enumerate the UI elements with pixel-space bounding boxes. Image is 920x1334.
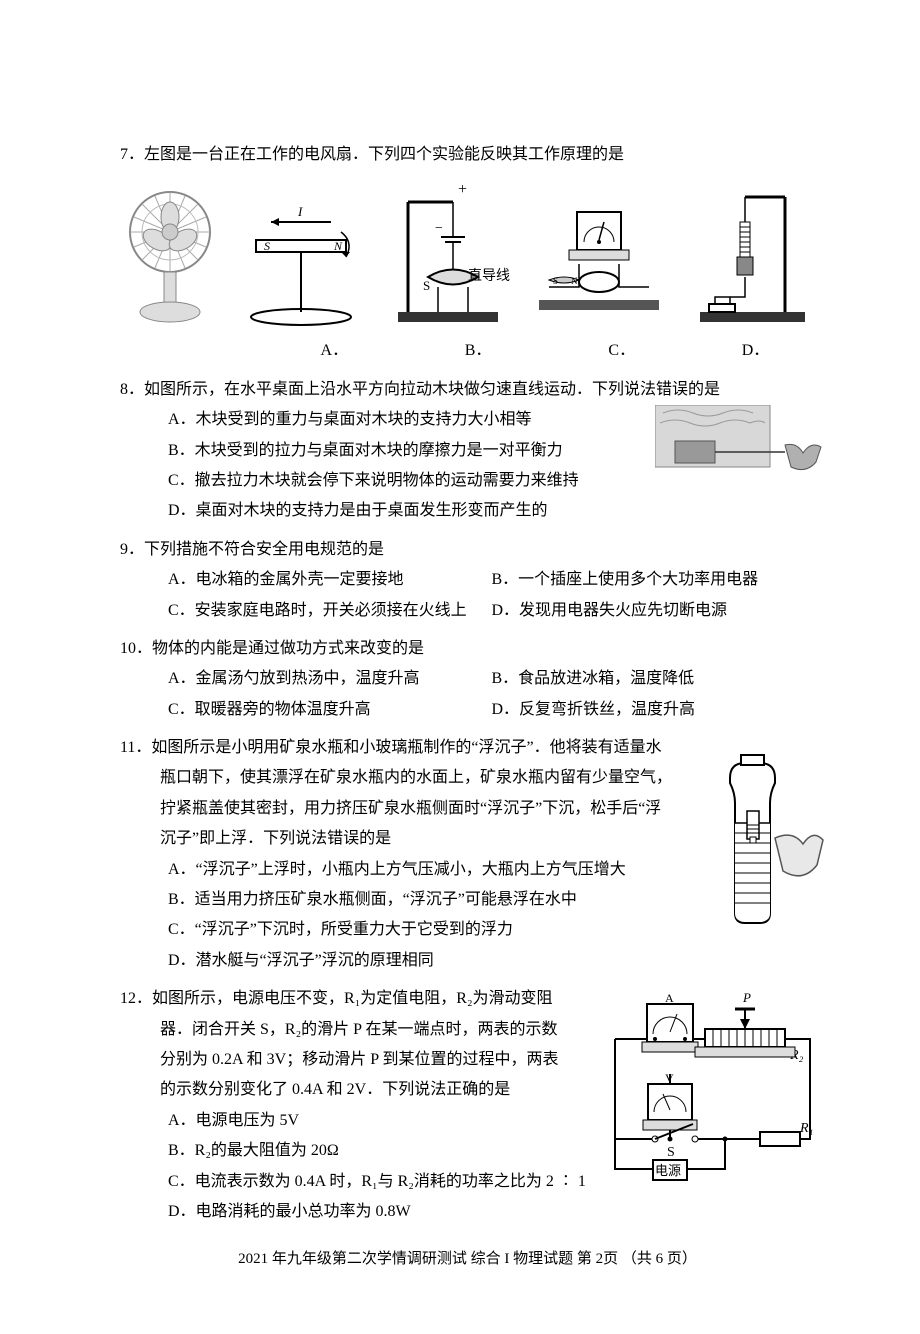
q7-stem: 7．左图是一台正在工作的电风扇．下列四个实验能反映其工作原理的是 xyxy=(120,140,815,170)
q11-stem1: 如图所示是小明用矿泉水瓶和小玻璃瓶制作的“浮沉子”．他将装有适量水 xyxy=(151,739,661,756)
voltmeter-label: V xyxy=(665,1071,674,1085)
q7-label-a: A． xyxy=(260,336,409,366)
q8-number: 8． xyxy=(120,381,144,398)
q9-opt-a: A．电冰箱的金属外壳一定要接地 xyxy=(168,565,492,595)
magnet-s: S xyxy=(423,278,430,293)
q12-number: 12． xyxy=(120,990,152,1007)
question-10: 10．物体的内能是通过做功方式来改变的是 A．金属汤勺放到热汤中，温度升高 B．… xyxy=(120,634,815,725)
q12-stem1: 如图所示，电源电压不变，R₁为定值电阻，R₂为滑动变阻 xyxy=(152,990,553,1007)
q11-figure xyxy=(705,753,825,944)
q9-options: A．电冰箱的金属外壳一定要接地 B．一个插座上使用多个大功率用电器 C．安装家庭… xyxy=(120,565,815,626)
experiment-a-icon: S N I xyxy=(236,202,366,332)
q10-number: 10． xyxy=(120,640,152,657)
q10-opt-b: B．食品放进冰箱，温度降低 xyxy=(492,664,816,694)
q7-option-b-figure: + − S 直导线 xyxy=(383,182,513,332)
q10-options: A．金属汤勺放到热汤中，温度升高 B．食品放进冰箱，温度降低 C．取暖器旁的物体… xyxy=(120,664,815,725)
label-i: I xyxy=(297,204,303,219)
experiment-b-icon: + − S 直导线 xyxy=(383,182,513,332)
q7-text: 左图是一台正在工作的电风扇．下列四个实验能反映其工作原理的是 xyxy=(144,146,624,163)
minus-label: − xyxy=(435,221,443,236)
q12-figure: A P R₂ V S R₁ 电源 xyxy=(595,984,825,1205)
c-s: S xyxy=(553,276,558,286)
experiment-d-icon xyxy=(685,182,815,332)
q7-option-labels: A． B． C． D． xyxy=(120,336,815,366)
question-11: 11．如图所示是小明用矿泉水瓶和小玻璃瓶制作的“浮沉子”．他将装有适量水 瓶口朝… xyxy=(120,733,815,976)
q9-opt-c: C．安装家庭电路时，开关必须接在火线上 xyxy=(168,596,492,626)
q10-opt-d: D．反复弯折铁丝，温度升高 xyxy=(492,695,816,725)
q7-option-a-figure: S N I xyxy=(236,202,366,332)
q7-number: 7． xyxy=(120,146,144,163)
question-12: A P R₂ V S R₁ 电源 xyxy=(120,984,815,1227)
q9-text: 下列措施不符合安全用电规范的是 xyxy=(144,541,384,558)
q8-figure xyxy=(655,405,825,506)
q8-stem: 8．如图所示，在水平桌面上沿水平方向拉动木块做匀速直线运动．下列说法错误的是 xyxy=(120,375,815,405)
q10-text: 物体的内能是通过做功方式来改变的是 xyxy=(152,640,424,657)
question-8: 8．如图所示，在水平桌面上沿水平方向拉动木块做匀速直线运动．下列说法错误的是 A… xyxy=(120,375,815,527)
q11-opt-d: D．潜水艇与“浮沉子”浮沉的原理相同 xyxy=(168,946,815,976)
p-label: P xyxy=(742,990,751,1005)
q9-number: 9． xyxy=(120,541,144,558)
label-s: S xyxy=(264,239,270,253)
q10-opt-c: C．取暖器旁的物体温度升高 xyxy=(168,695,492,725)
q11-number: 11． xyxy=(120,739,151,756)
cartesian-diver-icon xyxy=(705,753,825,933)
plus-label: + xyxy=(458,182,467,198)
circuit-icon: A P R₂ V S R₁ 电源 xyxy=(595,984,825,1194)
wire-label: 直导线 xyxy=(468,267,510,284)
q10-stem: 10．物体的内能是通过做功方式来改变的是 xyxy=(120,634,815,664)
q10-opt-a: A．金属汤勺放到热汤中，温度升高 xyxy=(168,664,492,694)
question-9: 9．下列措施不符合安全用电规范的是 A．电冰箱的金属外壳一定要接地 B．一个插座… xyxy=(120,535,815,626)
label-n: N xyxy=(333,239,343,253)
q9-opt-b: B．一个插座上使用多个大功率用电器 xyxy=(492,565,816,595)
q7-option-d-figure xyxy=(685,182,815,332)
s-label: S xyxy=(667,1145,675,1160)
q7-label-c: C． xyxy=(547,336,696,366)
q7-label-b: B． xyxy=(409,336,548,366)
q9-opt-d: D．发现用电器失火应先切断电源 xyxy=(492,596,816,626)
page-footer: 2021 年九年级第二次学情调研测试 综合 I 物理试题 第 2页 （共 6 页… xyxy=(120,1245,815,1274)
experiment-c-icon: S N xyxy=(529,202,669,332)
q9-stem: 9．下列措施不符合安全用电规范的是 xyxy=(120,535,815,565)
fan-icon xyxy=(120,182,220,332)
q7-figures: S N I + − S xyxy=(120,182,815,332)
q7-option-c-figure: S N xyxy=(529,202,669,332)
source-label: 电源 xyxy=(655,1163,681,1178)
ammeter-label: A xyxy=(665,991,674,1005)
q7-fan-figure xyxy=(120,182,220,332)
question-7: 7．左图是一台正在工作的电风扇．下列四个实验能反映其工作原理的是 xyxy=(120,140,815,367)
r1-label: R₁ xyxy=(799,1121,813,1136)
c-n: N xyxy=(571,276,578,286)
block-pull-icon xyxy=(655,405,825,495)
q8-text: 如图所示，在水平桌面上沿水平方向拉动木块做匀速直线运动．下列说法错误的是 xyxy=(144,381,720,398)
q7-label-d: D． xyxy=(696,336,815,366)
